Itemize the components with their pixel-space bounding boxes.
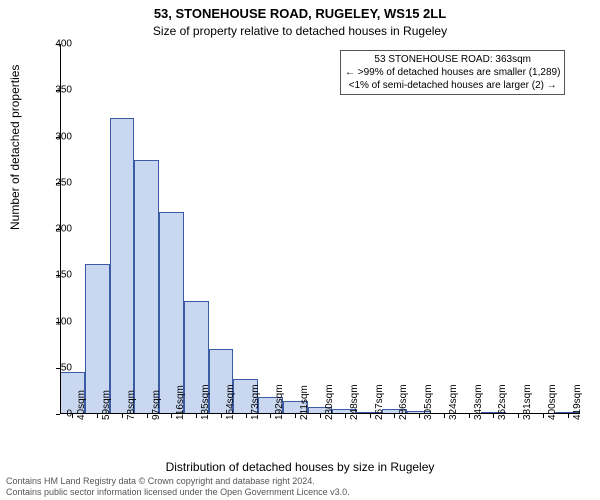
xtick-label: 286sqm (398, 384, 409, 420)
ytick-label: 50 (61, 362, 72, 373)
annotation-line: <1% of semi-detached houses are larger (… (345, 79, 560, 92)
xtick-label: 230sqm (324, 384, 335, 420)
xtick-label: 59sqm (101, 390, 112, 420)
xtick-label: 135sqm (200, 384, 211, 420)
chart-subtitle: Size of property relative to detached ho… (0, 24, 600, 38)
footnote: Contains HM Land Registry data © Crown c… (6, 476, 350, 498)
xtick-label: 324sqm (448, 384, 459, 420)
annotation-line: 53 STONEHOUSE ROAD: 363sqm (345, 53, 560, 66)
xtick-label: 248sqm (349, 384, 360, 420)
xtick-label: 173sqm (250, 384, 261, 420)
xtick-label: 343sqm (473, 384, 484, 420)
xtick-label: 40sqm (76, 390, 87, 420)
xtick-label: 78sqm (126, 390, 137, 420)
footnote-line: Contains HM Land Registry data © Crown c… (6, 476, 350, 487)
plot-area: 53 STONEHOUSE ROAD: 363sqm← >99% of deta… (60, 44, 580, 414)
axes-border (60, 44, 580, 414)
x-axis-label: Distribution of detached houses by size … (0, 460, 600, 474)
chart-container: 53, STONEHOUSE ROAD, RUGELEY, WS15 2LL S… (0, 0, 600, 500)
ytick-label: 0 (66, 409, 72, 420)
xtick-label: 381sqm (522, 384, 533, 420)
annotation-box: 53 STONEHOUSE ROAD: 363sqm← >99% of deta… (340, 50, 565, 95)
xtick-label: 211sqm (299, 385, 310, 420)
annotation-line: ← >99% of detached houses are smaller (1… (345, 66, 560, 79)
xtick-label: 419sqm (572, 384, 583, 420)
footnote-line: Contains public sector information licen… (6, 487, 350, 498)
xtick-label: 154sqm (225, 384, 236, 420)
xtick-label: 400sqm (547, 384, 558, 420)
xtick-label: 267sqm (374, 384, 385, 420)
xtick-label: 192sqm (274, 384, 285, 420)
xtick-label: 362sqm (497, 384, 508, 420)
xtick-label: 305sqm (423, 384, 434, 420)
y-axis-label: Number of detached properties (8, 65, 22, 230)
chart-title: 53, STONEHOUSE ROAD, RUGELEY, WS15 2LL (0, 6, 600, 21)
xtick-label: 116sqm (175, 385, 186, 420)
xtick-label: 97sqm (151, 390, 162, 420)
